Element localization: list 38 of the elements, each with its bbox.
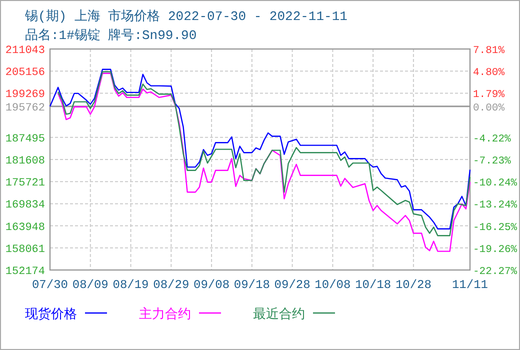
y2-tick-label: 1.79% — [473, 89, 506, 102]
y-tick-label: 163948 — [5, 222, 45, 234]
y-tick-label: 181608 — [5, 156, 45, 168]
y-tick-label: 169834 — [5, 200, 46, 212]
y2-tick-label: -4.22% — [473, 133, 512, 146]
x-tick-label: 08/09 — [72, 278, 108, 292]
chart-title: 锡(期) 上海 市场价格 2022-07-30 - 2022-11-11 — [24, 9, 348, 24]
legend-label: 现货价格 — [25, 307, 77, 322]
legend-label: 主力合约 — [139, 306, 191, 322]
x-tick-label: 08/19 — [112, 278, 149, 292]
x-tick-label: 10/08 — [314, 278, 351, 292]
x-tick-label: 10/18 — [355, 278, 392, 292]
y-tick-label: 187495 — [5, 133, 45, 146]
y2-tick-label: 0.00% — [473, 102, 506, 114]
y2-tick-label: -16.25% — [473, 222, 518, 234]
x-tick-label: 10/28 — [395, 278, 432, 292]
y-tick-label: 158061 — [5, 244, 46, 256]
y-tick-label: 195762 — [5, 102, 45, 114]
legend-label: 最近合约 — [253, 307, 305, 322]
y-tick-label: 205156 — [5, 67, 45, 80]
x-tick-label: 08/29 — [153, 278, 190, 292]
x-tick-label: 09/18 — [234, 278, 270, 292]
y2-tick-label: 7.81% — [473, 45, 506, 57]
y2-tick-label: -19.26% — [473, 244, 518, 256]
y-tick-label: 211043 — [5, 45, 45, 57]
x-tick-label: 09/28 — [274, 278, 310, 292]
y2-tick-label: -13.24% — [473, 200, 518, 212]
y2-tick-label: 4.80% — [473, 67, 506, 80]
y-tick-label: 152174 — [5, 266, 46, 278]
y2-tick-label: -10.24% — [473, 178, 518, 190]
x-tick-label: 07/30 — [32, 278, 68, 292]
y2-tick-label: -22.27% — [473, 266, 518, 278]
chart-subtitle: 品名:1#锡锭 牌号:Sn99.90 — [25, 28, 197, 43]
x-tick-label: 11/11 — [452, 278, 488, 292]
y-tick-label: 175721 — [5, 178, 46, 190]
y-tick-label: 199269 — [5, 89, 45, 102]
x-tick-label: 09/08 — [194, 278, 230, 292]
y2-tick-label: -7.23% — [473, 156, 512, 168]
